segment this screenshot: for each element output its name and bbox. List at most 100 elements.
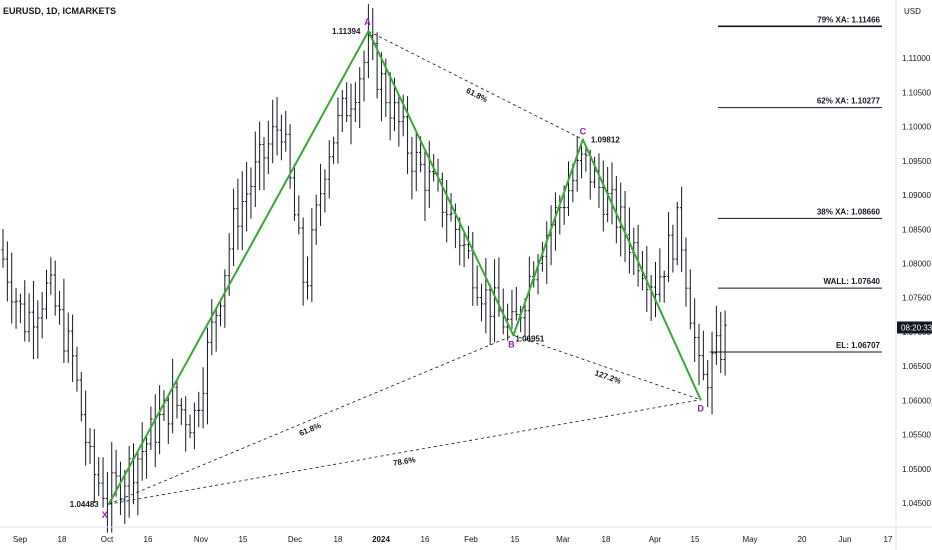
ohlc-bar [279, 114, 283, 161]
ohlc-bar [719, 311, 723, 374]
ohlc-bar [101, 457, 105, 508]
time-tick-label: 16 [421, 535, 430, 544]
ohlc-bar [527, 256, 531, 343]
time-tick-label: 18 [334, 535, 343, 544]
ohlc-bar [127, 445, 131, 518]
ohlc-bar [23, 280, 27, 342]
ohlc-bar [458, 217, 462, 266]
ohlc-bar [697, 323, 701, 386]
ratio-lines [108, 30, 701, 505]
price-tick-label: 1.11000 [902, 54, 931, 63]
time-tick-label: Feb [464, 535, 478, 544]
ohlc-bar [292, 163, 297, 221]
ohlc-bar [475, 265, 479, 306]
level-label: 62% XA: 1.10277 [817, 97, 881, 106]
time-tick-label: 16 [144, 535, 153, 544]
ohlc-bar [610, 162, 614, 225]
ohlc-bar [36, 300, 40, 359]
pattern-leg-ab [367, 30, 515, 337]
ohlc-bar [584, 146, 588, 172]
ohlc-bar [510, 289, 514, 329]
ohlc-bar [1, 228, 5, 268]
ohlc-bar [53, 260, 57, 316]
ohlc-bar [271, 99, 275, 164]
ohlc-bar [345, 82, 349, 122]
ohlc-bar [66, 312, 70, 363]
ohlc-bar [401, 94, 405, 137]
ohlc-bar [166, 394, 170, 445]
time-axis[interactable]: Sep 18 Oct 16 Nov 15 Dec 18 2024 16 Feb 15 Mar 18 Apr 1… [13, 535, 893, 544]
level-label: 79% XA: 1.11466 [817, 15, 880, 24]
time-tick-label: 15 [691, 535, 700, 544]
ohlc-bar [701, 330, 705, 381]
ohlc-bar [284, 110, 288, 152]
ohlc-bars [1, 4, 727, 533]
ohlc-bar [358, 67, 362, 128]
ohlc-bar [362, 50, 366, 102]
time-tick-label: 17 [884, 535, 893, 544]
time-tick-label: 18 [58, 535, 67, 544]
ohlc-bar [566, 161, 571, 217]
ohlc-bar [540, 241, 544, 272]
ohlc-bar [484, 258, 488, 334]
ohlc-bar [136, 451, 140, 516]
time-tick-label: Dec [288, 535, 302, 544]
ohlc-bar [71, 314, 75, 383]
ohlc-bar [210, 299, 214, 356]
ohlc-bar [688, 269, 692, 330]
ohlc-bar [179, 398, 183, 426]
ohlc-bar [579, 145, 584, 179]
ohlc-bar [340, 90, 344, 133]
currency-label: USD [904, 7, 921, 16]
ohlc-bar [197, 391, 201, 428]
ohlc-bar [92, 429, 96, 504]
price-badge-text: 08:20:33 [901, 323, 932, 332]
ohlc-bar [375, 32, 379, 99]
ohlc-bar [314, 194, 318, 245]
ohlc-bar [423, 148, 427, 221]
ohlc-bar [144, 434, 149, 479]
ohlc-bar [79, 372, 83, 422]
ohlc-bar [336, 97, 340, 164]
time-tick-label: 15 [511, 535, 520, 544]
ohlc-bar [236, 178, 240, 250]
time-tick-label: 2024 [372, 535, 390, 544]
ohlc-bar [575, 136, 579, 192]
pattern-labels: X1.04483A1.11394B1.06951C1.09812D61.8%61… [70, 17, 705, 520]
symbol-title: EURUSD, 1D, ICMARKETS [3, 6, 116, 16]
ohlc-bar [288, 124, 292, 189]
point-c-price: 1.09812 [591, 135, 620, 144]
ohlc-bar [410, 136, 414, 200]
ohlc-bar [18, 293, 22, 324]
ohlc-bar [231, 188, 236, 266]
time-tick-label: 20 [798, 535, 807, 544]
ohlc-bar [40, 292, 44, 339]
ohlc-bar [714, 305, 718, 365]
ohlc-bar [84, 390, 88, 466]
ohlc-bar [662, 270, 666, 303]
ohlc-bar [388, 72, 392, 141]
ohlc-bar [514, 286, 518, 321]
ohlc-bar [62, 278, 66, 364]
price-tick-label: 1.07500 [902, 294, 931, 303]
ohlc-bar [327, 140, 331, 199]
time-tick-label: 18 [602, 535, 611, 544]
ohlc-bar [553, 192, 558, 251]
ohlc-bar [601, 160, 605, 232]
ohlc-bar [488, 284, 492, 345]
ratio-line-xb [108, 334, 514, 505]
ohlc-bar [140, 422, 144, 481]
ohlc-bar [214, 308, 218, 352]
ohlc-bar [275, 97, 279, 156]
ohlc-bar [305, 256, 310, 300]
ratio-line-xd [108, 399, 701, 505]
ohlc-bar [440, 172, 444, 228]
ohlc-bar [44, 269, 49, 320]
ohlc-bar [10, 252, 14, 324]
ohlc-bar [14, 287, 18, 329]
ohlc-bar [31, 281, 36, 360]
ohlc-bar [253, 131, 257, 207]
ohlc-bar [658, 248, 662, 303]
ohlc-bar [240, 171, 244, 251]
